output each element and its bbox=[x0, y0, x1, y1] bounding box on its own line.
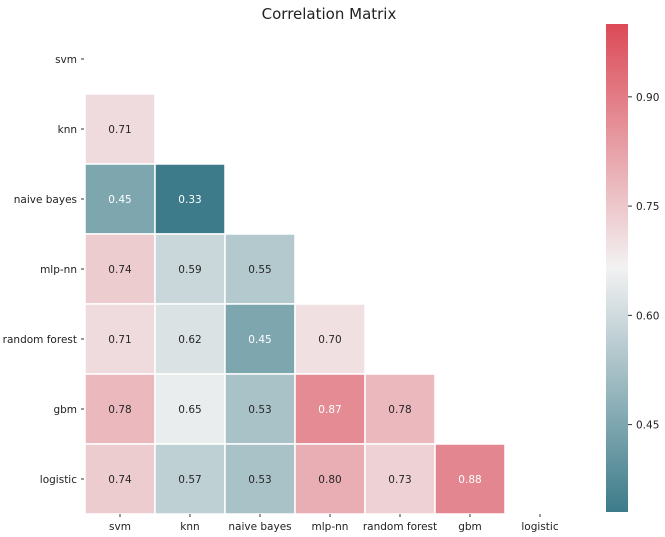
y-tick-label: knn bbox=[58, 124, 77, 136]
cell-value-label: 0.70 bbox=[318, 334, 341, 346]
cell-value-label: 0.53 bbox=[248, 474, 271, 486]
cell-value-label: 0.74 bbox=[108, 264, 132, 276]
x-tick-label: logistic bbox=[521, 521, 558, 533]
cell-value-label: 0.45 bbox=[108, 194, 131, 206]
cell-value-label: 0.65 bbox=[178, 404, 201, 416]
cell-value-label: 0.87 bbox=[318, 404, 341, 416]
y-tick-label: logistic bbox=[40, 474, 77, 486]
cell-value-label: 0.71 bbox=[108, 334, 131, 346]
heatmap-cell bbox=[294, 303, 366, 375]
colorbar-tick-label: 0.45 bbox=[636, 420, 659, 432]
heatmap-cell bbox=[84, 93, 156, 165]
heatmap-cell bbox=[154, 163, 226, 235]
cell-value-label: 0.57 bbox=[178, 474, 201, 486]
heatmap-cell bbox=[154, 303, 226, 375]
colorbar: 0.45 0.60 0.75 0.90 bbox=[606, 24, 659, 512]
colorbar-tick-label: 0.75 bbox=[636, 201, 659, 213]
cell-value-label: 0.78 bbox=[388, 404, 411, 416]
cell-value-label: 0.71 bbox=[108, 124, 131, 136]
y-tick-label: random forest bbox=[3, 334, 77, 346]
x-tick-label: gbm bbox=[458, 521, 482, 533]
colorbar-gradient bbox=[606, 24, 628, 512]
x-tick-label: svm bbox=[109, 521, 131, 533]
colorbar-tick-label: 0.60 bbox=[636, 310, 659, 322]
heatmap-cell bbox=[154, 443, 226, 515]
heatmap-cell bbox=[154, 373, 226, 445]
y-tick-label: naive bayes bbox=[14, 194, 77, 206]
cell-value-label: 0.88 bbox=[458, 474, 481, 486]
x-tick-label: mlp-nn bbox=[312, 521, 349, 533]
cell-value-label: 0.55 bbox=[248, 264, 271, 276]
chart-title: Correlation Matrix bbox=[262, 5, 397, 23]
cell-value-label: 0.59 bbox=[178, 264, 201, 276]
heatmap-cell bbox=[364, 443, 436, 515]
cell-value-label: 0.73 bbox=[388, 474, 411, 486]
heatmap-cell bbox=[294, 373, 366, 445]
y-tick-label: svm bbox=[55, 54, 77, 66]
colorbar-tick-label: 0.90 bbox=[636, 92, 659, 104]
heatmap-cell bbox=[84, 443, 156, 515]
cell-value-label: 0.80 bbox=[318, 474, 341, 486]
x-axis-labels: svm knn naive bayes mlp-nn random forest gbm l… bbox=[109, 514, 559, 533]
heatmap-cell bbox=[224, 233, 296, 305]
cell-value-label: 0.78 bbox=[108, 404, 131, 416]
x-tick-label: random forest bbox=[363, 521, 437, 533]
y-tick-label: mlp-nn bbox=[40, 264, 77, 276]
y-axis-labels: svm knn naive bayes mlp-nn random forest gbm l… bbox=[3, 54, 84, 486]
x-tick-label: naive bayes bbox=[228, 521, 291, 533]
cell-value-label: 0.45 bbox=[248, 334, 271, 346]
heatmap-cell bbox=[434, 443, 506, 515]
x-tick-label: knn bbox=[180, 521, 199, 533]
cell-value-label: 0.33 bbox=[178, 194, 201, 206]
heatmap-cell bbox=[224, 443, 296, 515]
heatmap-cells: 0.71 0.45 0.33 0.74 0.59 0.55 0.71 0.62 0.45 0.70… bbox=[84, 93, 506, 515]
y-tick-label: gbm bbox=[53, 404, 77, 416]
cell-value-label: 0.74 bbox=[108, 474, 132, 486]
cell-value-label: 0.53 bbox=[248, 404, 271, 416]
heatmap-cell bbox=[84, 163, 156, 235]
cell-value-label: 0.62 bbox=[178, 334, 201, 346]
heatmap-cell bbox=[294, 443, 366, 515]
